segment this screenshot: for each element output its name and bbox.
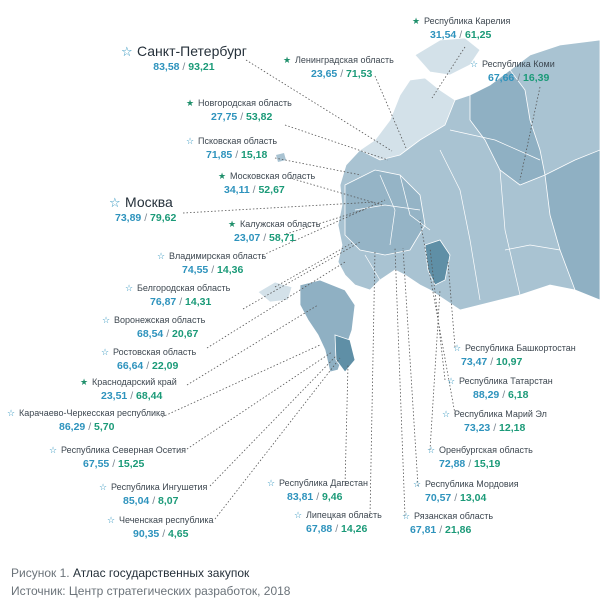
urals-region: [544, 149, 600, 301]
star-outline-icon: ☆: [267, 478, 276, 488]
star-outline-icon: ☆: [157, 251, 166, 261]
star-outline-icon: ☆: [427, 445, 436, 455]
star-outline-icon: ☆: [294, 510, 303, 520]
region-label-kal: ★ Калужская область 23,07 / 58,71: [228, 219, 321, 244]
region-label-bel: ☆ Белгородская область 76,87 / 14,31: [125, 283, 231, 308]
caption-source: Источник: Центр стратегических разработо…: [11, 584, 291, 598]
region-label-ryaz: ☆ Рязанская область 67,81 / 21,86: [402, 511, 494, 536]
northwest-light: [359, 77, 456, 161]
region-borders: [354, 129, 561, 301]
star-outline-icon: ☆: [125, 283, 134, 293]
figure-caption: Рисунок 1. Атлас государственных закупок: [11, 566, 249, 580]
dagestan-dark: [334, 334, 356, 373]
star-outline-icon: ☆: [442, 409, 451, 419]
star-outline-icon: ☆: [186, 136, 195, 146]
komi-region: [469, 69, 546, 186]
region-label-psk: ☆ Псковская область 71,85 / 15,18: [186, 136, 278, 161]
region-label-oren: ☆ Оренбургская область 72,88 / 15,19: [427, 445, 533, 470]
region-label-ing: ☆ Республика Ингушетия 85,04 / 8,07: [99, 482, 208, 507]
star-outline-icon: ☆: [107, 515, 116, 525]
region-label-che: ☆ Чеченская республика 90,35 / 4,65: [107, 515, 214, 540]
region-label-vor: ☆ Воронежская область 68,54 / 20,67: [102, 315, 206, 340]
star-outline-icon: ☆: [413, 479, 422, 489]
star-outline-icon: ☆: [470, 59, 479, 69]
star-outline-icon: ☆: [99, 482, 108, 492]
caption-title: Атлас государственных закупок: [72, 566, 250, 580]
region-label-spb: ☆ Санкт-Петербург 83,58 / 93,21: [121, 43, 247, 73]
star-filled-icon: ★: [80, 377, 89, 387]
region-label-vla: ☆ Владимирская область 74,55 / 14,36: [157, 251, 267, 276]
figure-source: Источник: Центр стратегических разработо…: [11, 584, 290, 598]
kola-light: [414, 37, 481, 76]
region-label-kch: ☆ Карачаево-Черкесская республика 86,29 /…: [7, 408, 166, 433]
region-label-ros: ☆ Ростовская область 66,64 / 22,09: [101, 347, 197, 372]
star-outline-icon: ☆: [402, 511, 411, 521]
star-filled-icon: ★: [218, 171, 227, 181]
star-filled-icon: ★: [228, 219, 237, 229]
star-outline-icon: ☆: [447, 376, 456, 386]
crimea-light: [257, 281, 293, 303]
star-outline-icon: ☆: [101, 347, 110, 357]
region-label-lip: ☆ Липецкая область 67,88 / 14,26: [294, 510, 382, 535]
region-label-mari: ☆ Республика Марий Эл 73,23 / 12,18: [442, 409, 547, 434]
star-outline-icon: ☆: [102, 315, 111, 325]
star-outline-icon: ☆: [49, 445, 58, 455]
star-filled-icon: ★: [412, 16, 421, 26]
star-outline-icon: ☆: [109, 195, 121, 210]
caption-prefix: Рисунок 1.: [11, 566, 70, 580]
region-label-tat: ☆ Республика Татарстан 88,29 / 6,18: [447, 376, 553, 401]
region-label-kar: ★ Республика Карелия 31,54 / 61,25: [412, 16, 511, 41]
region-label-nov: ★ Новгородская область 27,75 / 53,82: [186, 98, 292, 123]
leader-lines: [161, 46, 541, 520]
region-label-moscow: ☆ Москва 73,89 / 79,62: [109, 194, 177, 224]
star-filled-icon: ★: [283, 55, 292, 65]
region-label-mord: ☆ Республика Мордовия 70,57 / 13,04: [413, 479, 519, 504]
volga-dark: [424, 239, 451, 286]
region-label-komi: ☆ Республика Коми 67,66 / 16,39: [470, 59, 555, 84]
region-label-mos: ★ Московская область 34,11 / 52,67: [218, 171, 316, 196]
region-label-kra: ★ Краснодарский край 23,51 / 68,44: [80, 377, 177, 402]
star-outline-icon: ☆: [121, 44, 133, 59]
kaliningrad: [276, 153, 286, 162]
central-region: [344, 169, 426, 256]
star-outline-icon: ☆: [7, 408, 16, 418]
region-label-len: ★ Ленинградская область 23,65 / 71,53: [283, 55, 394, 80]
region-label-dag: ☆ Республика Дагестан 83,81 / 9,46: [267, 478, 368, 503]
region-label-oset: ☆ Республика Северная Осетия 67,55 / 15,2…: [49, 445, 187, 470]
star-filled-icon: ★: [186, 98, 195, 108]
region-label-bash: ☆ Республика Башкортостан 73,47 / 10,97: [453, 343, 576, 368]
star-outline-icon: ☆: [453, 343, 462, 353]
